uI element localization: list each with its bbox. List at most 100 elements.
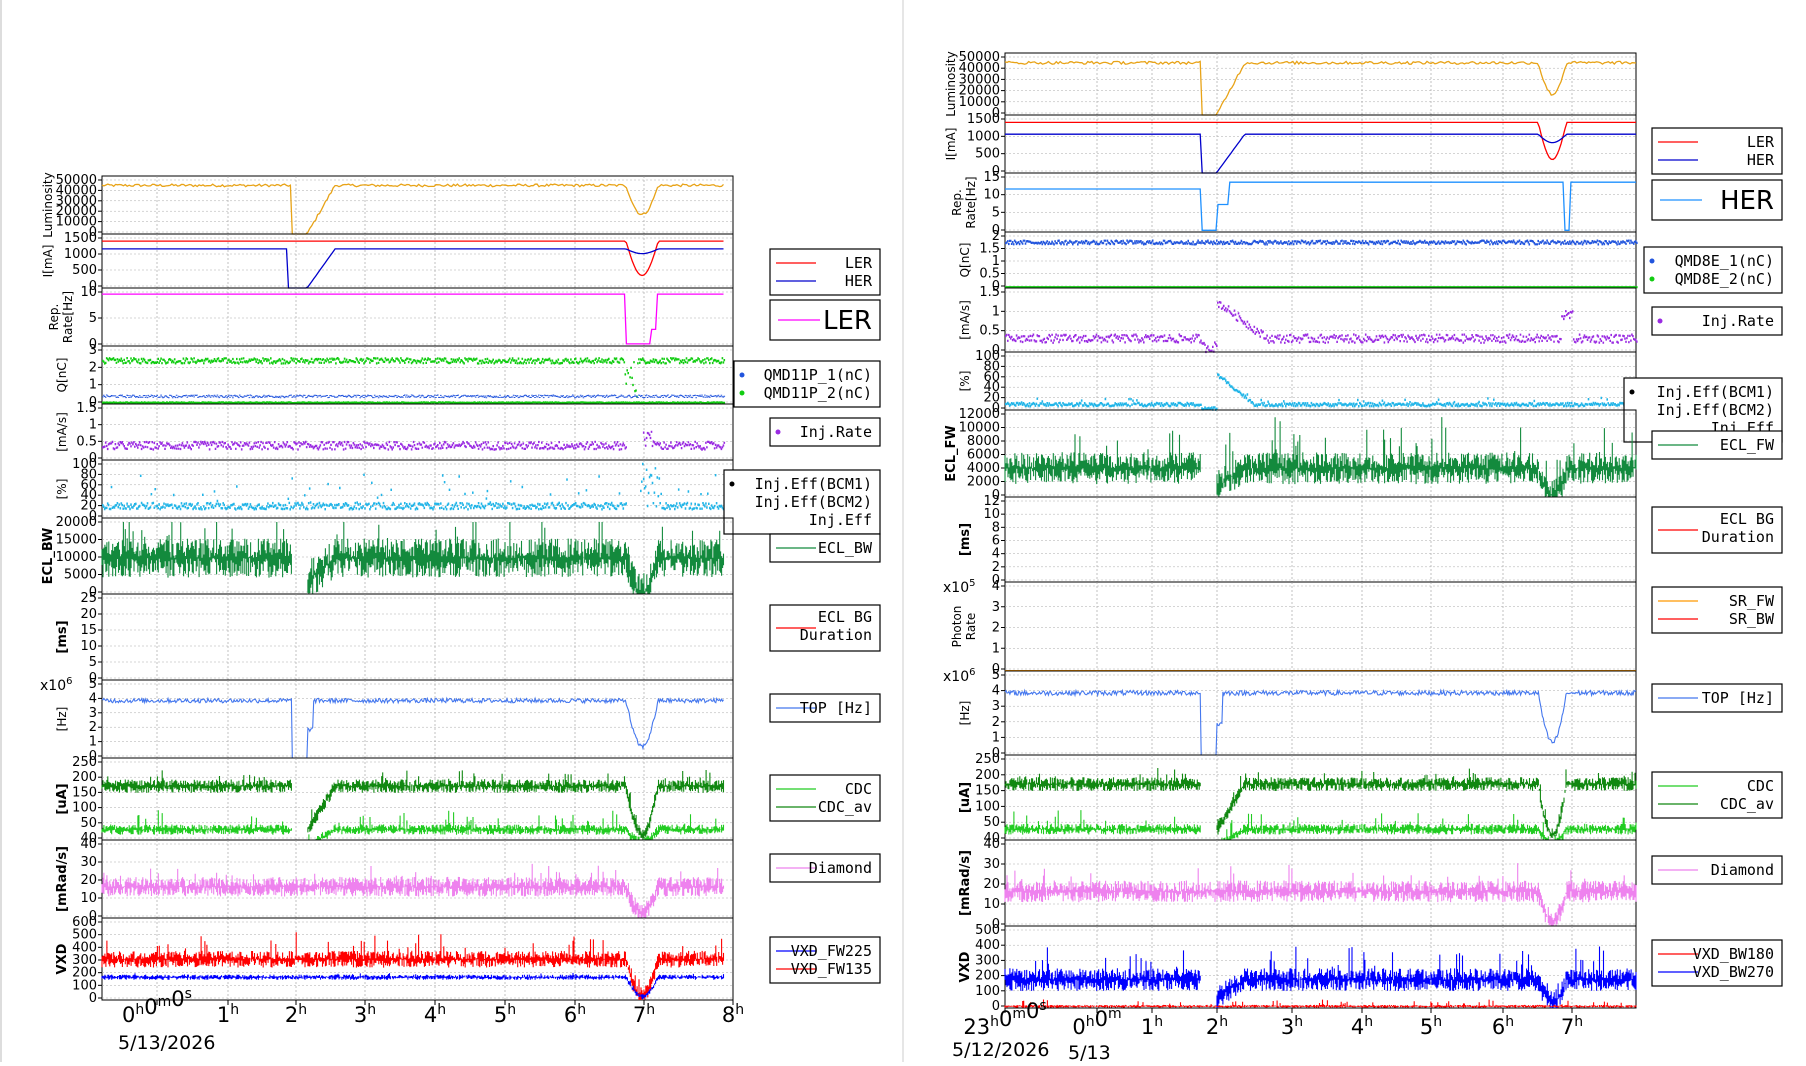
left-legend-label: QMD11P_2(nC) <box>764 384 872 402</box>
right-row-dia: 40 30 20 10 0 [mRad/s] Diamond <box>958 837 1783 932</box>
left-legend-label: TOP [Hz] <box>800 699 872 717</box>
right-ytick-label: 40 <box>983 837 1000 852</box>
left-legend-label: Inj.Eff <box>809 511 872 529</box>
right-legend-top: TOP [Hz] <box>1651 683 1783 713</box>
right-ylabel: [mA/s] <box>958 300 972 340</box>
right-legend-label: Inj.Eff(BCM2) <box>1657 401 1774 419</box>
left-ytick-label: 5 <box>89 655 97 670</box>
left-reprate-trace <box>102 293 724 345</box>
right-ytick-label: 6000 <box>967 448 1000 463</box>
right-xtick-label: 5h <box>1420 1014 1442 1039</box>
left-xtick-unit: h <box>367 1002 376 1018</box>
right-ecl-trace <box>1004 417 1637 497</box>
left-ytick-label: 5000 <box>64 568 97 583</box>
left-xtick-num: 4 <box>424 1003 437 1027</box>
right-legend-ir: Inj.Rate <box>1651 306 1783 336</box>
left-ytick-label: 2 <box>89 360 97 375</box>
right-xtick-num: 1 <box>1141 1015 1154 1039</box>
right-ytick-label: 0 <box>992 223 1000 238</box>
left-ytick-label: 0 <box>89 585 97 600</box>
left-injrate-trace <box>102 430 726 451</box>
left-row-rep: 10 5 0 Rep. Rate[Hz] LER <box>47 285 881 352</box>
right-legend-dot <box>1629 389 1635 395</box>
right-legend-dia: Diamond <box>1651 855 1783 885</box>
left-legend-eff: Inj.Eff(BCM1)Inj.Eff(BCM2)Inj.Eff <box>723 469 881 535</box>
left-ytick-label: 4 <box>89 691 97 706</box>
left-legend-box <box>769 248 881 296</box>
left-legend-box <box>733 360 881 408</box>
right-legend-label: HER <box>1747 151 1775 169</box>
left-ytick-label: 0 <box>89 451 97 466</box>
right-legend-box <box>1651 306 1783 336</box>
right-ler-trace <box>1005 121 1636 161</box>
right-ylabel: [ms] <box>958 523 973 556</box>
left-legend-dot <box>739 372 745 378</box>
right-ytick-label: 40000 <box>959 61 1000 76</box>
left-ytick-label: 30 <box>80 855 97 870</box>
right-ytick-label: 250 <box>975 752 1000 767</box>
left-legend-ir: Inj.Rate <box>769 417 881 447</box>
right-ytick-label: 1 <box>992 730 1000 745</box>
right-ytick-label: 50000 <box>959 50 1000 65</box>
left-xtick-unit: h <box>646 1002 655 1018</box>
left-vxd-red-trace <box>101 932 725 1000</box>
left-ytick-label: 500 <box>72 263 97 278</box>
right-legend-label: LER <box>1747 133 1775 151</box>
right-ytick-label: 8 <box>992 520 1000 535</box>
left-cdc-trace <box>101 770 725 840</box>
right-vxd-red-trace <box>1004 999 1637 1008</box>
left-xtick-unit: s <box>185 986 192 1002</box>
left-ytick-label: 100 <box>72 978 97 993</box>
left-xtick-label: 6h <box>564 1002 586 1027</box>
left-legend-label: ECL_BW <box>818 539 873 557</box>
left-vxd-blue-trace <box>101 972 725 1000</box>
left-xtick-label: 2h <box>285 1002 307 1027</box>
left-xtick-num: 3 <box>354 1003 367 1027</box>
left-legend-label: CDC <box>845 780 872 798</box>
left-ylabel: Luminosity <box>41 172 55 237</box>
right-legend-label: ECL_FW <box>1720 436 1775 454</box>
right-ylabel: Rep. <box>950 189 964 216</box>
left-legend-label: Inj.Eff(BCM1) <box>755 475 872 493</box>
right-legend-box <box>1651 586 1783 634</box>
right-xtick-label: 23h0m0s <box>963 998 1046 1039</box>
right-ytick-label: 40 <box>983 380 1000 395</box>
left-ytick-label: 0 <box>89 279 97 294</box>
right-ytick-label: 150 <box>975 784 1000 799</box>
left-q2-trace <box>102 401 726 405</box>
right-ytick-label: 30 <box>983 857 1000 872</box>
right-xtick-unit: h <box>990 1014 999 1030</box>
left-q1-trace <box>102 357 726 405</box>
left-ylabel: Q[nC] <box>55 358 69 393</box>
left-legend-dot <box>739 390 745 396</box>
chart-panel-left: 50000400003000020000100000Luminosity1500… <box>40 172 881 1054</box>
right-legend-label: TOP [Hz] <box>1702 689 1774 707</box>
right-xtick-num: 4 <box>1351 1015 1364 1039</box>
left-xtick-num: 5 <box>494 1003 507 1027</box>
right-ytick-label: 10 <box>983 897 1000 912</box>
right-ytick-label: 3 <box>992 699 1000 714</box>
left-legend-label: Inj.Eff(BCM2) <box>755 493 872 511</box>
left-ytick-label: 30000 <box>56 194 97 209</box>
right-row-frame <box>1004 925 1637 1009</box>
left-ytick-label: 10 <box>80 891 97 906</box>
left-ytick-label: 40 <box>80 831 97 846</box>
left-ytick-label: 10000 <box>56 550 97 565</box>
right-legend-q: QMD8E_1(nC)QMD8E_2(nC) <box>1643 246 1783 294</box>
right-ylabel: [uA] <box>958 782 973 813</box>
right-ytick-label: 30000 <box>959 72 1000 87</box>
right-ytick-label: 8000 <box>967 434 1000 449</box>
right-legend-box <box>1643 246 1783 294</box>
right-vxd-blue-trace <box>1004 946 1637 1008</box>
left-ytick-label: 0 <box>89 749 97 764</box>
left-ytick-label: 10000 <box>56 215 97 230</box>
left-ytick-label: 5 <box>89 677 97 692</box>
left-legend-ecl: ECL_BW <box>769 533 881 563</box>
right-exp-label: x106 <box>943 667 975 685</box>
right-ylabel: Rate[Hz] <box>964 176 978 228</box>
right-xtick-unit: h <box>1294 1014 1303 1030</box>
left-legend-top: TOP [Hz] <box>769 693 881 723</box>
